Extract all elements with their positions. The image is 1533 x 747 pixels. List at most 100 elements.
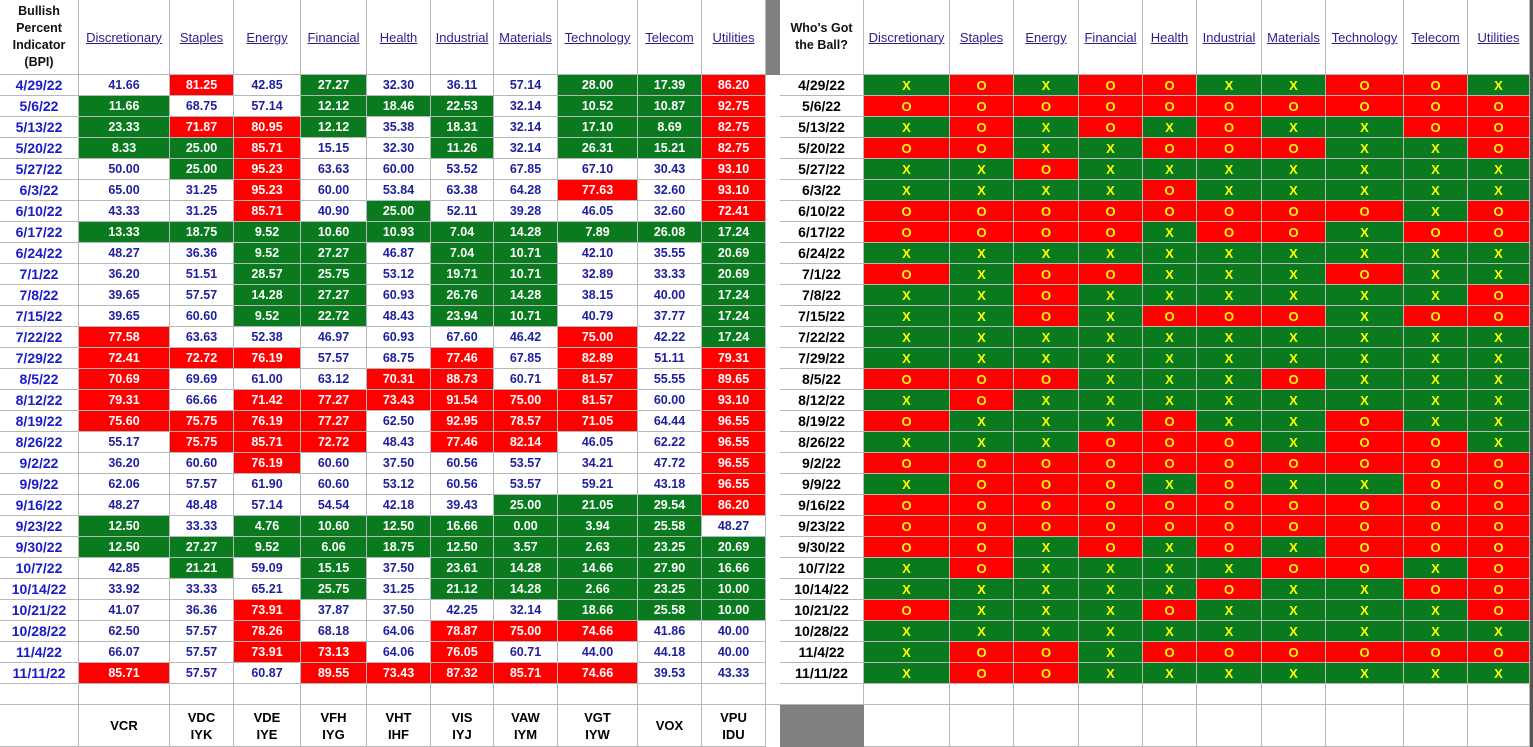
bpi-header-industrial[interactable]: Industrial	[431, 0, 494, 75]
bpi-value-cell[interactable]: 18.66	[558, 600, 638, 621]
bpi-value-cell[interactable]: 71.87	[170, 117, 234, 138]
signal-cell[interactable]: X	[1079, 600, 1143, 621]
bpi-value-cell[interactable]: 25.00	[494, 495, 558, 516]
signal-cell[interactable]: X	[1143, 474, 1197, 495]
bpi-value-cell[interactable]: 7.04	[431, 243, 494, 264]
signal-cell[interactable]: O	[1404, 222, 1468, 243]
bpi-date-cell[interactable]: 4/29/22	[0, 75, 79, 96]
signal-date-cell[interactable]: 9/16/22	[780, 495, 864, 516]
bpi-value-cell[interactable]: 85.71	[234, 201, 301, 222]
signal-cell[interactable]: X	[1079, 285, 1143, 306]
bpi-value-cell[interactable]: 95.23	[234, 180, 301, 201]
signal-cell[interactable]: X	[1079, 243, 1143, 264]
signal-cell[interactable]: X	[1143, 348, 1197, 369]
bpi-value-cell[interactable]: 76.19	[234, 348, 301, 369]
bpi-value-cell[interactable]: 36.36	[170, 243, 234, 264]
bpi-date-cell[interactable]: 5/6/22	[0, 96, 79, 117]
signal-cell[interactable]: O	[1404, 579, 1468, 600]
bpi-value-cell[interactable]: 52.38	[234, 327, 301, 348]
signal-cell[interactable]: X	[1079, 411, 1143, 432]
empty-cell[interactable]	[702, 684, 766, 705]
signal-cell[interactable]: O	[1197, 201, 1262, 222]
bpi-value-cell[interactable]: 14.28	[234, 285, 301, 306]
signal-cell[interactable]: X	[1014, 432, 1079, 453]
signal-cell[interactable]: X	[864, 75, 950, 96]
bpi-value-cell[interactable]: 27.27	[301, 285, 367, 306]
bpi-value-cell[interactable]: 11.26	[431, 138, 494, 159]
signal-cell[interactable]: X	[1404, 264, 1468, 285]
bpi-value-cell[interactable]: 66.07	[79, 642, 170, 663]
bpi-value-cell[interactable]: 14.66	[558, 558, 638, 579]
signal-cell[interactable]: X	[1197, 600, 1262, 621]
bpi-value-cell[interactable]: 60.60	[170, 306, 234, 327]
signal-cell[interactable]: O	[864, 516, 950, 537]
bpi-value-cell[interactable]: 14.28	[494, 222, 558, 243]
signal-cell[interactable]: X	[1143, 285, 1197, 306]
signal-cell[interactable]: X	[1014, 600, 1079, 621]
signal-cell[interactable]: X	[1262, 411, 1326, 432]
bpi-value-cell[interactable]: 22.53	[431, 96, 494, 117]
signal-cell[interactable]: O	[1143, 96, 1197, 117]
signal-cell[interactable]: X	[950, 432, 1014, 453]
bpi-value-cell[interactable]: 18.46	[367, 96, 431, 117]
signal-cell[interactable]: O	[1014, 306, 1079, 327]
signal-cell[interactable]: X	[1014, 180, 1079, 201]
bpi-value-cell[interactable]: 73.13	[301, 642, 367, 663]
signal-cell[interactable]: X	[1143, 243, 1197, 264]
bpi-value-cell[interactable]: 12.12	[301, 117, 367, 138]
bpi-date-cell[interactable]: 8/19/22	[0, 411, 79, 432]
bpi-value-cell[interactable]: 75.75	[170, 432, 234, 453]
bpi-value-cell[interactable]: 2.63	[558, 537, 638, 558]
signal-cell[interactable]: X	[1326, 285, 1404, 306]
signal-cell[interactable]: X	[1079, 558, 1143, 579]
signal-cell[interactable]: O	[1404, 453, 1468, 474]
bpi-value-cell[interactable]: 15.15	[301, 138, 367, 159]
signal-date-cell[interactable]: 8/26/22	[780, 432, 864, 453]
signal-cell[interactable]: X	[1197, 411, 1262, 432]
signal-cell[interactable]: X	[1197, 621, 1262, 642]
bpi-value-cell[interactable]: 47.72	[638, 453, 702, 474]
bpi-value-cell[interactable]: 14.28	[494, 558, 558, 579]
bpi-value-cell[interactable]: 36.20	[79, 453, 170, 474]
signal-cell[interactable]: O	[1404, 537, 1468, 558]
bpi-date-cell[interactable]: 10/7/22	[0, 558, 79, 579]
bpi-value-cell[interactable]: 10.87	[638, 96, 702, 117]
empty-cell[interactable]	[864, 705, 950, 747]
bpi-value-cell[interactable]: 32.30	[367, 75, 431, 96]
signal-cell[interactable]: O	[1326, 558, 1404, 579]
signal-date-cell[interactable]: 6/24/22	[780, 243, 864, 264]
signal-cell[interactable]: O	[950, 516, 1014, 537]
signal-cell[interactable]: X	[1404, 138, 1468, 159]
signal-cell[interactable]: O	[1262, 96, 1326, 117]
bpi-value-cell[interactable]: 63.38	[431, 180, 494, 201]
bpi-value-cell[interactable]: 82.75	[702, 138, 766, 159]
bpi-value-cell[interactable]: 85.71	[234, 138, 301, 159]
signal-cell[interactable]: X	[1143, 327, 1197, 348]
signal-date-cell[interactable]: 10/7/22	[780, 558, 864, 579]
bpi-value-cell[interactable]: 33.33	[170, 516, 234, 537]
bpi-value-cell[interactable]: 32.30	[367, 138, 431, 159]
signal-cell[interactable]: X	[864, 348, 950, 369]
signal-cell[interactable]: O	[1197, 579, 1262, 600]
signal-cell[interactable]: O	[1404, 642, 1468, 663]
bpi-value-cell[interactable]: 17.24	[702, 222, 766, 243]
signal-cell[interactable]: O	[950, 96, 1014, 117]
signal-cell[interactable]: O	[864, 411, 950, 432]
bpi-value-cell[interactable]: 23.25	[638, 537, 702, 558]
bpi-value-cell[interactable]: 22.72	[301, 306, 367, 327]
bpi-value-cell[interactable]: 14.28	[494, 579, 558, 600]
signal-cell[interactable]: X	[1014, 117, 1079, 138]
signal-cell[interactable]: X	[1079, 306, 1143, 327]
signal-cell[interactable]: O	[1197, 642, 1262, 663]
bpi-value-cell[interactable]: 36.20	[79, 264, 170, 285]
bpi-value-cell[interactable]: 68.75	[367, 348, 431, 369]
bpi-value-cell[interactable]: 65.00	[79, 180, 170, 201]
empty-cell[interactable]	[301, 684, 367, 705]
bpi-value-cell[interactable]: 78.87	[431, 621, 494, 642]
signal-cell[interactable]: X	[1326, 348, 1404, 369]
bpi-date-cell[interactable]: 11/11/22	[0, 663, 79, 684]
bpi-value-cell[interactable]: 52.11	[431, 201, 494, 222]
signal-cell[interactable]: X	[1197, 558, 1262, 579]
bpi-value-cell[interactable]: 81.57	[558, 369, 638, 390]
signal-cell[interactable]: X	[1326, 621, 1404, 642]
